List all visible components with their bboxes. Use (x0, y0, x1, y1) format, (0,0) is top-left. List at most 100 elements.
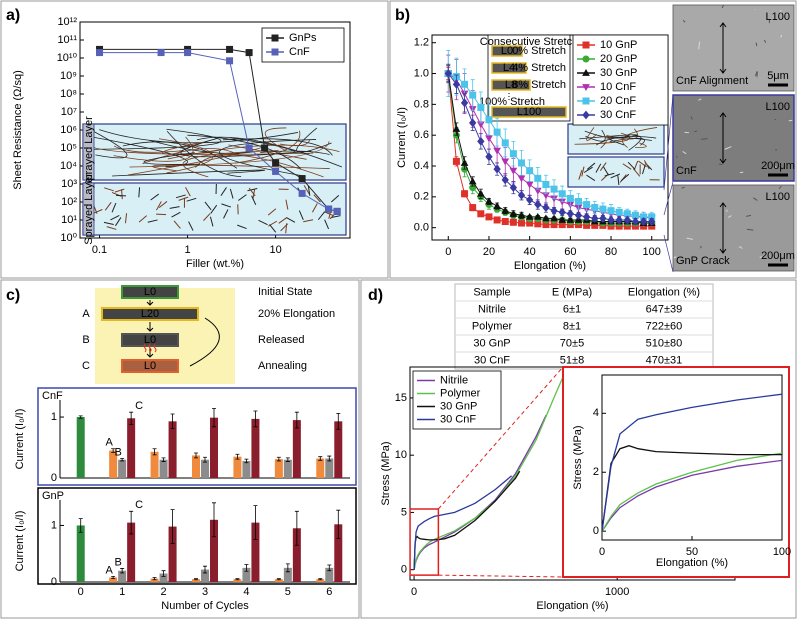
x-tick-label: 40 (524, 246, 536, 258)
fiber (113, 136, 194, 162)
marker (525, 181, 534, 189)
bar (325, 567, 334, 582)
schematic-letter: B (82, 334, 89, 346)
marker (452, 157, 460, 165)
marker (648, 217, 656, 226)
photo-texture (778, 185, 782, 190)
error-bar (294, 510, 299, 546)
marker (509, 183, 518, 192)
x-tick-label: 0 (599, 546, 605, 558)
fiber (595, 163, 602, 173)
panel-frame (0, 0, 389, 279)
fiber (620, 173, 630, 182)
photo-texture (698, 41, 701, 50)
fiber (166, 130, 242, 178)
panel-frame (0, 279, 360, 619)
fiber (158, 201, 168, 209)
y-tick-label: 10⁹ (60, 70, 77, 82)
y-tick-label: 10² (61, 196, 77, 208)
fiber (285, 199, 289, 210)
marker (550, 206, 558, 216)
bar (251, 522, 260, 582)
marker (533, 212, 542, 220)
bar (109, 450, 118, 478)
y-axis-label: Stress (MPa) (380, 441, 392, 505)
error-bar (235, 578, 240, 581)
marker (591, 214, 599, 223)
bar (210, 417, 218, 478)
marker (460, 98, 469, 108)
bar (292, 420, 301, 478)
layer-strip (82, 123, 95, 181)
photo-texture (701, 138, 708, 140)
photo-texture (682, 150, 687, 155)
bar (251, 418, 260, 478)
marker (558, 207, 566, 217)
legend-label: 20 CnF (600, 95, 636, 107)
photo-texture (690, 116, 693, 120)
marker (477, 210, 485, 218)
annotation: Sprayed Layer (83, 173, 95, 245)
marker (157, 49, 165, 57)
marker (184, 49, 192, 57)
fiber (138, 187, 141, 198)
marker (591, 204, 599, 212)
fiber (114, 188, 125, 193)
x-axis-label: Elongation (%) (656, 557, 728, 569)
fiber (112, 169, 266, 177)
photo-texture (755, 42, 758, 47)
fiber (251, 195, 257, 206)
bar (292, 528, 301, 582)
chart-title: GnP (42, 490, 64, 502)
marker (493, 216, 501, 224)
bar (316, 579, 325, 582)
fiber (285, 217, 296, 223)
fiber (264, 127, 288, 152)
fiber (158, 138, 214, 174)
legend-label: Nitrile (440, 374, 468, 386)
bar (233, 456, 242, 478)
photo-caption: GnP Crack (676, 255, 730, 267)
fiber (92, 209, 103, 214)
photo (672, 184, 795, 272)
legend-label: 10 CnF (600, 81, 636, 93)
step-arrow (146, 348, 154, 358)
y-axis-label: Current (I₀/I) (14, 409, 26, 470)
fiber (280, 223, 289, 232)
fiber (604, 172, 615, 177)
table-cell: 70±5 (560, 337, 584, 349)
table-cell: 30 GnP (473, 337, 510, 349)
fiber (182, 150, 279, 178)
fiber (617, 174, 620, 185)
fiber (622, 127, 658, 148)
marker (501, 139, 509, 147)
y-tick-label: 5 (401, 506, 407, 518)
photo-label: L100 (766, 101, 790, 113)
x-tick-label: 0 (445, 246, 451, 258)
fiber (303, 185, 310, 195)
marker (485, 152, 493, 162)
y-axis-label: Current (I₀/I) (14, 511, 26, 572)
bar (150, 578, 159, 582)
marker (493, 164, 501, 174)
fiber (116, 194, 127, 197)
bar (274, 459, 283, 478)
fiber (599, 162, 607, 172)
fiber (578, 170, 583, 180)
photo-texture (681, 186, 685, 189)
marker (558, 190, 566, 198)
error-bar (120, 568, 125, 574)
marker (631, 217, 640, 226)
schematic-bar-label: L20 (141, 308, 159, 320)
bar (127, 522, 136, 582)
marker (550, 214, 558, 222)
marker (509, 150, 517, 158)
schematic-bar (121, 359, 179, 373)
error-bar (336, 413, 341, 430)
schematic-step-label: 20% Elongation (258, 308, 335, 320)
y-tick-label: 10⁸ (60, 88, 77, 100)
marker (582, 84, 590, 92)
marker (517, 175, 526, 183)
marker (558, 215, 567, 223)
